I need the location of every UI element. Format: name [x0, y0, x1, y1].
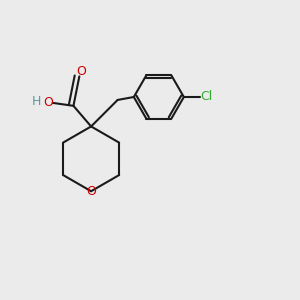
Text: O: O — [76, 65, 86, 79]
Text: O: O — [44, 96, 53, 110]
Text: H: H — [32, 95, 41, 108]
Text: O: O — [86, 185, 96, 198]
Text: Cl: Cl — [200, 91, 213, 103]
